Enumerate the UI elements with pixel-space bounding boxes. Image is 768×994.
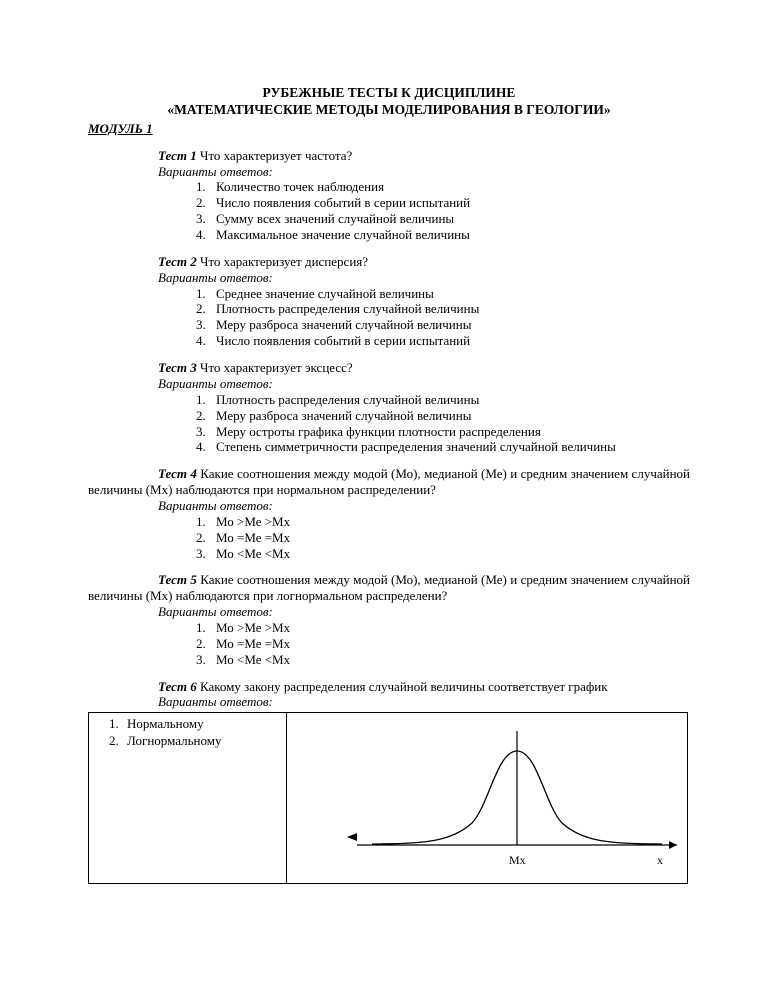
test-2-opt-3: Меру разброса значений случайной величин… (196, 317, 690, 333)
test-3-opt-4: Степень симметричности распределения зна… (196, 439, 690, 455)
test-3-text: Что характеризует эксцесс? (197, 360, 353, 375)
test-1-text: Что характеризует частота? (197, 148, 353, 163)
test-3-variants: Варианты ответов: (158, 376, 690, 392)
test-1-question: Тест 1 Что характеризует частота? (158, 148, 690, 164)
page: РУБЕЖНЫЕ ТЕСТЫ К ДИСЦИПЛИНЕ «МАТЕМАТИЧЕС… (0, 0, 768, 994)
test-4-variants: Варианты ответов: (158, 498, 690, 514)
test-2-variants: Варианты ответов: (158, 270, 690, 286)
test-3-question: Тест 3 Что характеризует эксцесс? (158, 360, 690, 376)
test-1-variants: Варианты ответов: (158, 164, 690, 180)
test-6-label: Тест 6 (158, 679, 197, 694)
test-3-opt-1: Плотность распределения случайной величи… (196, 392, 690, 408)
test-6-opt-2: Логнормальному (109, 733, 280, 749)
test-5-opt-3: Мо <Ме <Мх (196, 652, 690, 668)
title-line-2: «МАТЕМАТИЧЕСКИЕ МЕТОДЫ МОДЕЛИРОВАНИЯ В Г… (88, 102, 690, 119)
test-1-opt-2: Число появления событий в серии испытани… (196, 195, 690, 211)
test-6-question: Тест 6 Какому закону распределения случа… (158, 679, 690, 695)
arrow-right-icon (669, 841, 677, 849)
test-3-opt-3: Меру остроты графика функции плотности р… (196, 424, 690, 440)
test-4-label: Тест 4 (158, 466, 197, 481)
test-6: Тест 6 Какому закону распределения случа… (88, 679, 690, 885)
test-5-options: Мо >Ме >Мх Мо =Ме =Мх Мо <Ме <Мх (88, 620, 690, 668)
test-6-table: Нормальному Логнормальному (88, 712, 688, 884)
test-1-label: Тест 1 (158, 148, 197, 163)
title-line-1: РУБЕЖНЫЕ ТЕСТЫ К ДИСЦИПЛИНЕ (88, 85, 690, 102)
test-2-opt-1: Среднее значение случайной величины (196, 286, 690, 302)
test-4-options: Мо >Ме >Мх Мо =Ме =Мх Мо <Ме <Мх (88, 514, 690, 562)
test-4-opt-2: Мо =Ме =Мх (196, 530, 690, 546)
test-4-opt-1: Мо >Ме >Мх (196, 514, 690, 530)
chart-mx-label: Мх (509, 853, 526, 868)
test-2-options: Среднее значение случайной величины Плот… (88, 286, 690, 349)
test-3: Тест 3 Что характеризует эксцесс? Вариан… (88, 360, 690, 455)
test-5-opt-1: Мо >Ме >Мх (196, 620, 690, 636)
test-6-chart-cell: Мх х (287, 713, 687, 883)
test-4: Тест 4 Какие соотношения между модой (Мо… (88, 466, 690, 561)
test-2-label: Тест 2 (158, 254, 197, 269)
test-1-opt-1: Количество точек наблюдения (196, 179, 690, 195)
bell-curve-chart (287, 713, 685, 883)
test-1-options: Количество точек наблюдения Число появле… (88, 179, 690, 242)
table-row: Нормальному Логнормальному (89, 713, 687, 883)
module-label: МОДУЛЬ 1 (88, 121, 690, 137)
test-2-opt-2: Плотность распределения случайной величи… (196, 301, 690, 317)
test-1-opt-3: Сумму всех значений случайной величины (196, 211, 690, 227)
test-2-question: Тест 2 Что характеризует дисперсия? (158, 254, 690, 270)
test-6-opt-1: Нормальному (109, 716, 280, 732)
test-3-label: Тест 3 (158, 360, 197, 375)
test-2-text: Что характеризует дисперсия? (197, 254, 368, 269)
test-4-question: Тест 4 Какие соотношения между модой (Мо… (88, 466, 690, 498)
test-2-opt-4: Число появления событий в серии испытани… (196, 333, 690, 349)
test-1-opt-4: Максимальное значение случайной величины (196, 227, 690, 243)
test-4-opt-3: Мо <Ме <Мх (196, 546, 690, 562)
test-5-question: Тест 5 Какие соотношения между модой (Мо… (88, 572, 690, 604)
test-6-text: Какому закону распределения случайной ве… (197, 679, 608, 694)
arrow-left-icon (347, 833, 357, 841)
chart-x-label: х (657, 853, 663, 868)
test-1: Тест 1 Что характеризует частота? Вариан… (88, 148, 690, 243)
test-6-options-cell: Нормальному Логнормальному (89, 713, 287, 883)
test-3-opt-2: Меру разброса значений случайной величин… (196, 408, 690, 424)
test-5-variants: Варианты ответов: (158, 604, 690, 620)
test-5-opt-2: Мо =Ме =Мх (196, 636, 690, 652)
test-6-options: Нормальному Логнормальному (95, 716, 280, 749)
test-5-label: Тест 5 (158, 572, 197, 587)
test-3-options: Плотность распределения случайной величи… (88, 392, 690, 455)
test-2: Тест 2 Что характеризует дисперсия? Вари… (88, 254, 690, 349)
test-6-variants: Варианты ответов: (158, 694, 690, 710)
test-5: Тест 5 Какие соотношения между модой (Мо… (88, 572, 690, 667)
